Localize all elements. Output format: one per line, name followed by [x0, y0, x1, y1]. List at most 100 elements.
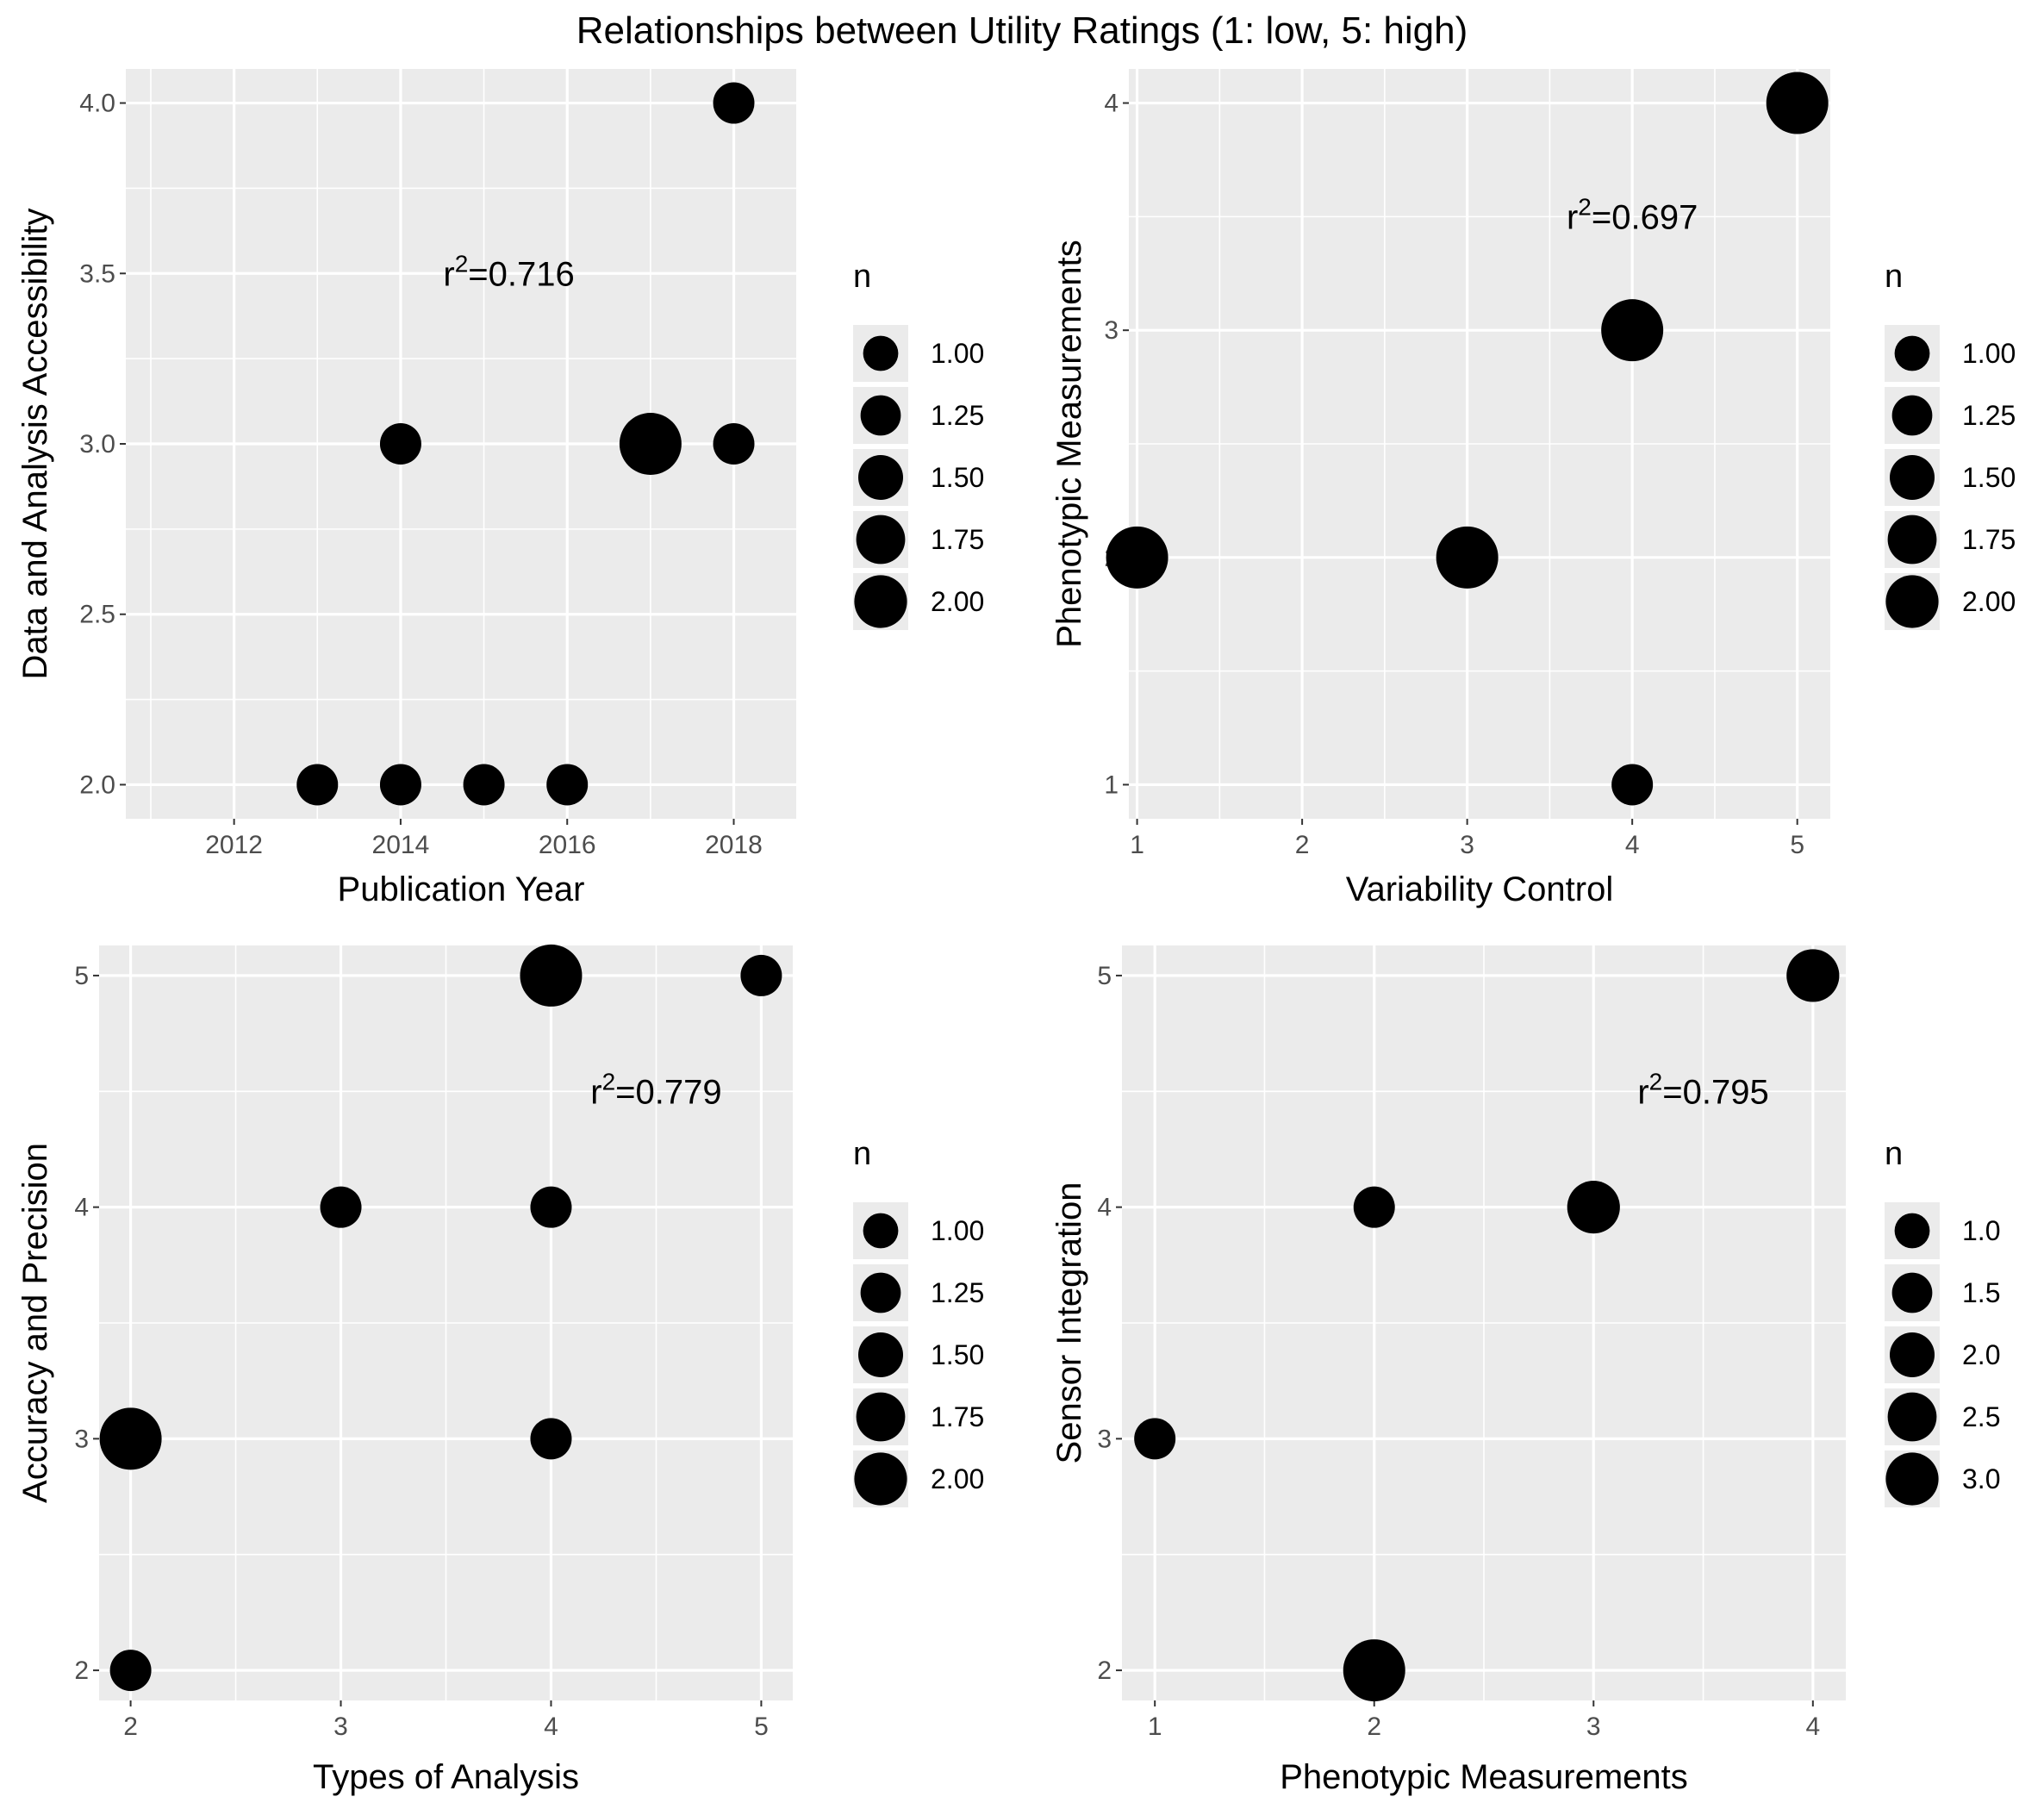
- y-axis-title: Accuracy and Precision: [16, 1143, 54, 1503]
- legend-label: 1.75: [931, 524, 984, 555]
- legend-label: 1.75: [1962, 524, 2016, 555]
- legend-label: 1.25: [1962, 400, 2016, 431]
- x-tick-label: 2: [123, 1713, 138, 1741]
- legend-key-circle: [856, 1392, 906, 1442]
- y-tick-label: 2.5: [79, 601, 115, 629]
- legend-key-circle: [1885, 575, 1939, 628]
- y-tick-label: 3: [74, 1425, 89, 1453]
- legend-label: 2.00: [931, 1463, 984, 1494]
- legend-label: 1.5: [1962, 1277, 2000, 1308]
- x-tick-label: 4: [544, 1713, 558, 1741]
- panel-3: 2 3 4 5 2 3 4 5 r2=0.779 Types of Analysis Accurac…: [16, 944, 984, 1796]
- x-axis-title: Types of Analysis: [313, 1758, 579, 1796]
- data-point: [713, 82, 755, 124]
- legend-label: 1.50: [931, 1339, 984, 1370]
- y-tick-label: 4: [74, 1194, 89, 1222]
- legend-title: n: [853, 1136, 871, 1172]
- data-point: [1601, 299, 1664, 362]
- data-point: [520, 944, 583, 1007]
- legend-key-circle: [860, 1272, 901, 1313]
- legend-label: 2.5: [1962, 1401, 2000, 1432]
- x-axis-title: Publication Year: [338, 870, 585, 908]
- legend-label: 2.0: [1962, 1339, 2000, 1370]
- legend-key-circle: [863, 1213, 899, 1249]
- legend-label: 1.50: [931, 462, 984, 493]
- legend-key-circle: [857, 1332, 904, 1378]
- data-point: [713, 423, 755, 465]
- y-tick-label: 4.0: [79, 90, 115, 118]
- legend-key-circle: [1891, 1272, 1933, 1313]
- legend-label: 1.50: [1962, 462, 2016, 493]
- data-point: [1353, 1186, 1395, 1228]
- y-axis-title: Data and Analysis Accessibility: [16, 209, 54, 680]
- panel-1: 2012 2014 2016 2018 2.0 2.5 3.0 3.5 4.0 r2=0.716 P…: [16, 69, 984, 908]
- data-point: [530, 1418, 572, 1460]
- panel-4: 1 2 3 4 2 3 4 5 r2=0.795 Phenotypic Measurements S…: [1050, 945, 2000, 1796]
- data-point: [1567, 1181, 1620, 1234]
- legend-label: 1.75: [931, 1401, 984, 1432]
- data-point: [1611, 764, 1654, 806]
- legend-key-circle: [854, 575, 907, 628]
- legend-label: 2.00: [931, 586, 984, 617]
- data-point: [1786, 949, 1840, 1002]
- x-axis-title: Phenotypic Measurements: [1280, 1758, 1688, 1796]
- x-tick-label: 2: [1367, 1713, 1381, 1741]
- y-tick-label: 2.0: [79, 770, 115, 799]
- x-tick-label: 2014: [372, 831, 430, 859]
- y-tick-label: 3: [1097, 1425, 1112, 1453]
- x-tick-label: 2016: [539, 831, 596, 859]
- data-point: [530, 1186, 572, 1228]
- legend-label: 1.00: [931, 338, 984, 369]
- legend-key-circle: [1887, 1392, 1937, 1442]
- legend-key-circle: [1887, 515, 1937, 565]
- x-tick-label: 1: [1148, 1713, 1162, 1741]
- legend-label: 1.00: [1962, 338, 2016, 369]
- legend-title: n: [853, 259, 871, 295]
- legend-key-circle: [1889, 454, 1935, 501]
- y-tick-label: 5: [1097, 962, 1112, 990]
- legend-key-circle: [860, 395, 901, 436]
- data-point: [546, 764, 589, 806]
- x-tick-label: 1: [1130, 831, 1144, 859]
- legend-key-circle: [854, 1452, 907, 1506]
- data-point: [463, 764, 505, 806]
- data-point: [379, 423, 421, 465]
- data-point: [109, 1650, 152, 1692]
- data-point: [619, 413, 682, 475]
- y-axis-title: Phenotypic Measurements: [1050, 240, 1088, 648]
- legend-label: 2.00: [1962, 586, 2016, 617]
- y-tick-label: 1: [1104, 770, 1119, 799]
- data-point: [1436, 526, 1499, 589]
- legend-title: n: [1885, 259, 1903, 295]
- data-point: [1343, 1639, 1405, 1702]
- data-point: [1134, 1418, 1176, 1460]
- y-tick-label: 2: [1097, 1656, 1112, 1685]
- legend-label: 1.25: [931, 400, 984, 431]
- data-point: [379, 764, 421, 806]
- legend-key-circle: [1894, 1213, 1930, 1249]
- x-tick-label: 4: [1805, 1713, 1820, 1741]
- x-tick-label: 4: [1625, 831, 1640, 859]
- x-tick-label: 2012: [205, 831, 263, 859]
- y-tick-label: 3.0: [79, 430, 115, 459]
- y-tick-label: 3.5: [79, 259, 115, 288]
- data-point: [1766, 72, 1829, 134]
- data-point: [320, 1186, 362, 1228]
- x-tick-label: 3: [1586, 1713, 1601, 1741]
- data-point: [296, 764, 339, 806]
- x-tick-label: 5: [754, 1713, 769, 1741]
- data-point: [1106, 526, 1168, 589]
- y-tick-label: 2: [74, 1656, 89, 1685]
- size-legend: n 1.0 1.5 2.0 2.5 3.0: [1885, 1136, 2000, 1507]
- x-tick-label: 3: [1460, 831, 1474, 859]
- legend-label: 3.0: [1962, 1463, 2000, 1494]
- figure-title: Relationships between Utility Ratings (1…: [576, 9, 1468, 52]
- data-point: [99, 1407, 162, 1470]
- r-squared-annotation: r2=0.795: [1637, 1068, 1768, 1111]
- y-tick-label: 4: [1104, 90, 1119, 118]
- x-tick-label: 5: [1790, 831, 1804, 859]
- legend-key-circle: [856, 515, 906, 565]
- size-legend: n 1.00 1.25 1.50 1.75 2.00: [853, 1136, 984, 1507]
